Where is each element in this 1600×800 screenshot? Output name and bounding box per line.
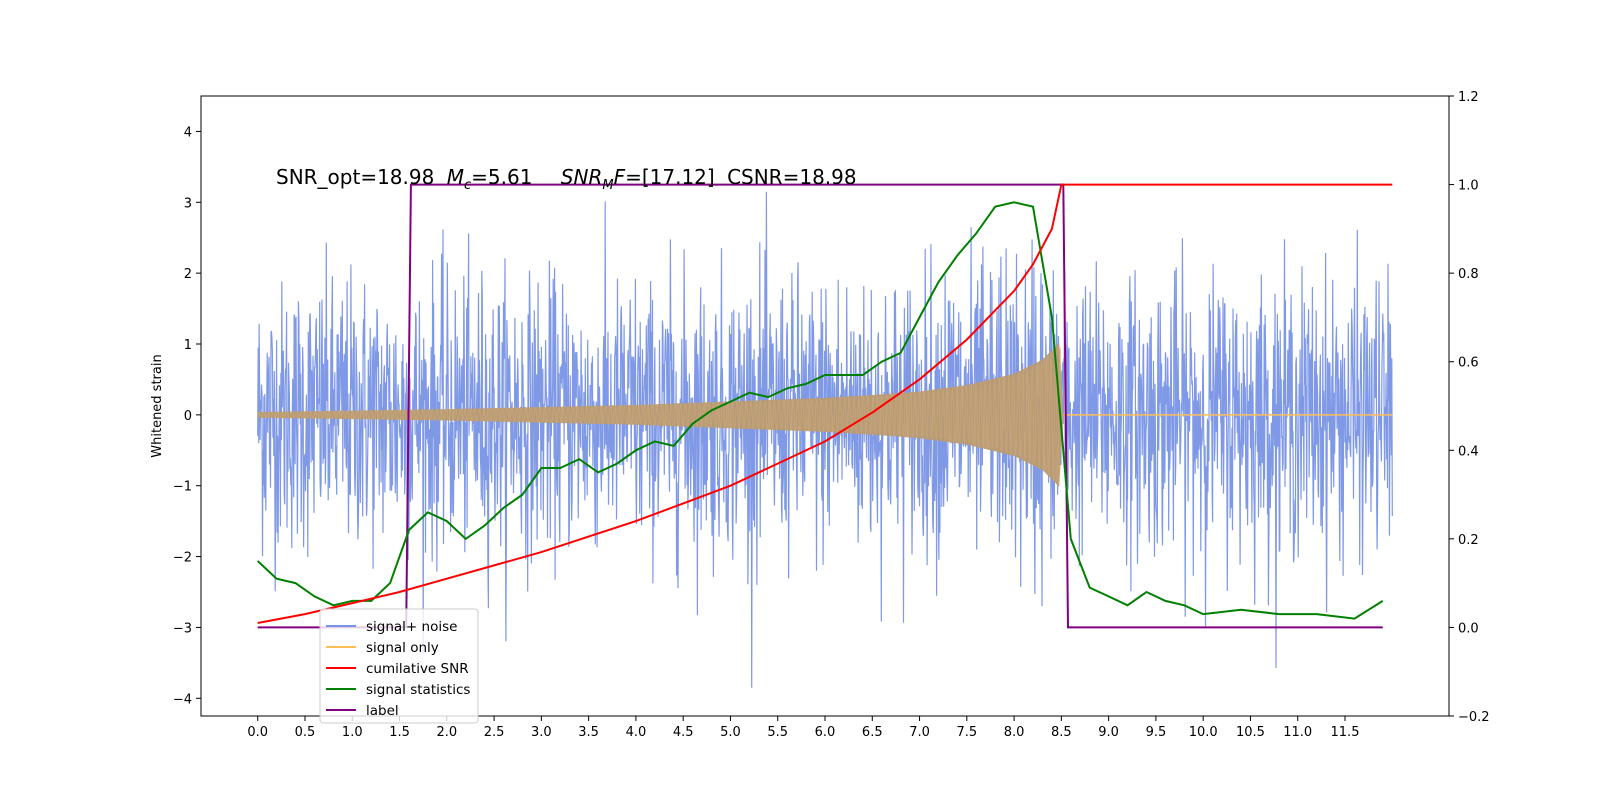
x-tick-label: 10.0 bbox=[1189, 725, 1218, 740]
y2-tick-label: 1.2 bbox=[1458, 90, 1479, 105]
x-tick-label: 4.5 bbox=[673, 725, 694, 740]
y-tick-label: −2 bbox=[173, 551, 192, 566]
legend-entry-label: label bbox=[326, 703, 399, 719]
x-tick-label: 11.0 bbox=[1283, 725, 1312, 740]
x-tick-label: 4.0 bbox=[626, 725, 647, 740]
annotation-snrmf-subscript: M bbox=[602, 178, 613, 193]
x-tick-label: 5.0 bbox=[720, 725, 741, 740]
x-tick-label: 8.0 bbox=[1004, 725, 1025, 740]
y-tick-label: 4 bbox=[184, 125, 192, 140]
legend-entry-signal-only: signal only bbox=[326, 640, 439, 656]
y-axis-label: Whitened strain bbox=[150, 354, 165, 457]
annotation-snrmf-symbol: SNR bbox=[561, 165, 603, 189]
y2-tick-label: −0.2 bbox=[1458, 710, 1490, 725]
annotation-text: SNR_opt=18.98 Mc=5.61 SNRMF=[17.12] CSNR… bbox=[276, 165, 857, 193]
annotation-snrmf-value: =[17.12] bbox=[625, 165, 715, 189]
legend-label-label: label bbox=[366, 703, 399, 719]
x-tick-label: 10.5 bbox=[1236, 725, 1265, 740]
annotation-snrmf-f: F bbox=[614, 165, 626, 189]
legend: signal+ noise signal only cumilative SNR… bbox=[319, 608, 479, 724]
x-tick-label: 9.5 bbox=[1146, 725, 1167, 740]
y-tick-label: 2 bbox=[184, 267, 192, 282]
x-axis-ticks: 0.0 0.5 1.0 1.5 2.0 2.5 3.0 3.5 4.0 4.5 5.0 5.5 6.0 6… bbox=[247, 716, 1359, 740]
y2-tick-label: 0.6 bbox=[1458, 356, 1479, 371]
y-tick-label: 0 bbox=[184, 409, 192, 424]
x-tick-label: 0.0 bbox=[247, 725, 268, 740]
y2-axis-ticks: 1.2 1.0 0.8 0.6 0.4 0.2 0.0 −0.2 bbox=[1449, 90, 1490, 725]
x-tick-label: 5.5 bbox=[767, 725, 788, 740]
x-tick-label: 7.5 bbox=[956, 725, 977, 740]
legend-box bbox=[319, 608, 479, 724]
annotation-csnr: CSNR=18.98 bbox=[727, 165, 857, 189]
y-tick-label: −1 bbox=[173, 480, 192, 495]
x-tick-label: 2.5 bbox=[484, 725, 505, 740]
legend-entry-signal-plus-noise: signal+ noise bbox=[326, 619, 457, 635]
x-tick-label: 6.5 bbox=[862, 725, 883, 740]
x-tick-label: 1.0 bbox=[342, 725, 363, 740]
x-tick-label: 9.0 bbox=[1098, 725, 1119, 740]
x-tick-label: 1.5 bbox=[389, 725, 410, 740]
signal-statistics-series-line bbox=[257, 201, 1384, 620]
x-tick-label: 0.5 bbox=[295, 725, 316, 740]
y-tick-label: −3 bbox=[173, 621, 192, 636]
x-tick-label: 3.5 bbox=[578, 725, 599, 740]
y-tick-label: 1 bbox=[184, 338, 192, 353]
legend-entry-cumulative-snr: cumilative SNR bbox=[326, 661, 469, 677]
x-tick-label: 7.0 bbox=[909, 725, 930, 740]
y-tick-label: 3 bbox=[184, 196, 192, 211]
signal-only-line bbox=[257, 347, 1064, 486]
y2-tick-label: 0.2 bbox=[1458, 533, 1479, 548]
x-tick-label: 3.0 bbox=[531, 725, 552, 740]
annotation-snr-opt: SNR_opt=18.98 bbox=[276, 165, 434, 189]
legend-entry-signal-statistics: signal statistics bbox=[326, 682, 470, 698]
x-tick-label: 8.5 bbox=[1051, 725, 1072, 740]
cumulative-snr-series-line bbox=[257, 183, 1393, 624]
legend-label-signal-statistics: signal statistics bbox=[366, 682, 470, 698]
y-axis-ticks: 4 3 2 1 0 −1 −2 −3 −4 bbox=[173, 125, 201, 707]
signal-only-series bbox=[257, 342, 1393, 487]
y2-tick-label: 1.0 bbox=[1458, 179, 1479, 194]
annotation-mc-symbol: M bbox=[447, 165, 464, 189]
annotation-mc-value: =5.61 bbox=[471, 165, 532, 189]
legend-label-signal-plus-noise: signal+ noise bbox=[366, 619, 457, 635]
y2-tick-label: 0.8 bbox=[1458, 267, 1479, 282]
y2-tick-label: 0.0 bbox=[1458, 621, 1479, 636]
y-tick-label: −4 bbox=[173, 692, 192, 707]
annotation-mc-subscript: c bbox=[464, 178, 471, 193]
legend-label-signal-only: signal only bbox=[366, 640, 439, 656]
x-tick-label: 2.0 bbox=[436, 725, 457, 740]
x-tick-label: 11.5 bbox=[1331, 725, 1360, 740]
x-tick-label: 6.0 bbox=[815, 725, 836, 740]
legend-label-cumulative-snr: cumilative SNR bbox=[366, 661, 469, 677]
y2-tick-label: 0.4 bbox=[1458, 444, 1479, 459]
